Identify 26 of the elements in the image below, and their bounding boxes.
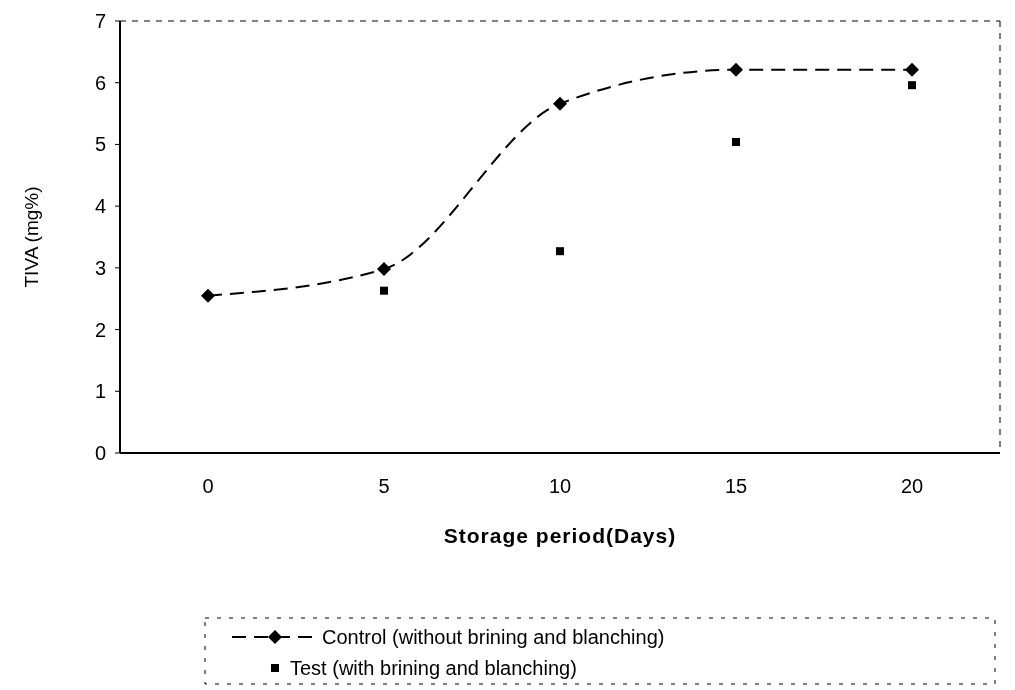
point bbox=[732, 137, 740, 146]
x-axis-title: Storage period(Days) bbox=[443, 524, 677, 547]
point bbox=[201, 288, 215, 303]
x-tick-label: 15 bbox=[724, 475, 748, 497]
point bbox=[380, 286, 388, 295]
y-tick-label: 5 bbox=[94, 133, 106, 156]
legend-label: Control (without brining and blanching) bbox=[322, 626, 665, 648]
legend-label: Test (with brining and blanching) bbox=[290, 657, 577, 679]
point bbox=[905, 62, 919, 77]
point bbox=[729, 62, 743, 77]
y-tick-label: 0 bbox=[94, 442, 106, 464]
point bbox=[908, 81, 916, 90]
point bbox=[556, 247, 564, 256]
y-tick-label: 7 bbox=[94, 10, 106, 32]
x-tick-label: 5 bbox=[378, 475, 390, 497]
y-axis-title: TIVA (mg%) bbox=[21, 186, 42, 288]
y-tick-label: 6 bbox=[94, 71, 106, 94]
y-tick-label: 1 bbox=[94, 380, 106, 403]
point bbox=[553, 96, 567, 111]
x-tick-label: 0 bbox=[202, 475, 214, 497]
y-tick-label: 4 bbox=[94, 195, 106, 218]
y-tick-label: 2 bbox=[94, 318, 106, 341]
y-tick-label: 3 bbox=[94, 256, 106, 279]
point bbox=[377, 262, 391, 277]
x-tick-label: 20 bbox=[900, 475, 924, 497]
x-tick-label: 10 bbox=[548, 475, 572, 497]
